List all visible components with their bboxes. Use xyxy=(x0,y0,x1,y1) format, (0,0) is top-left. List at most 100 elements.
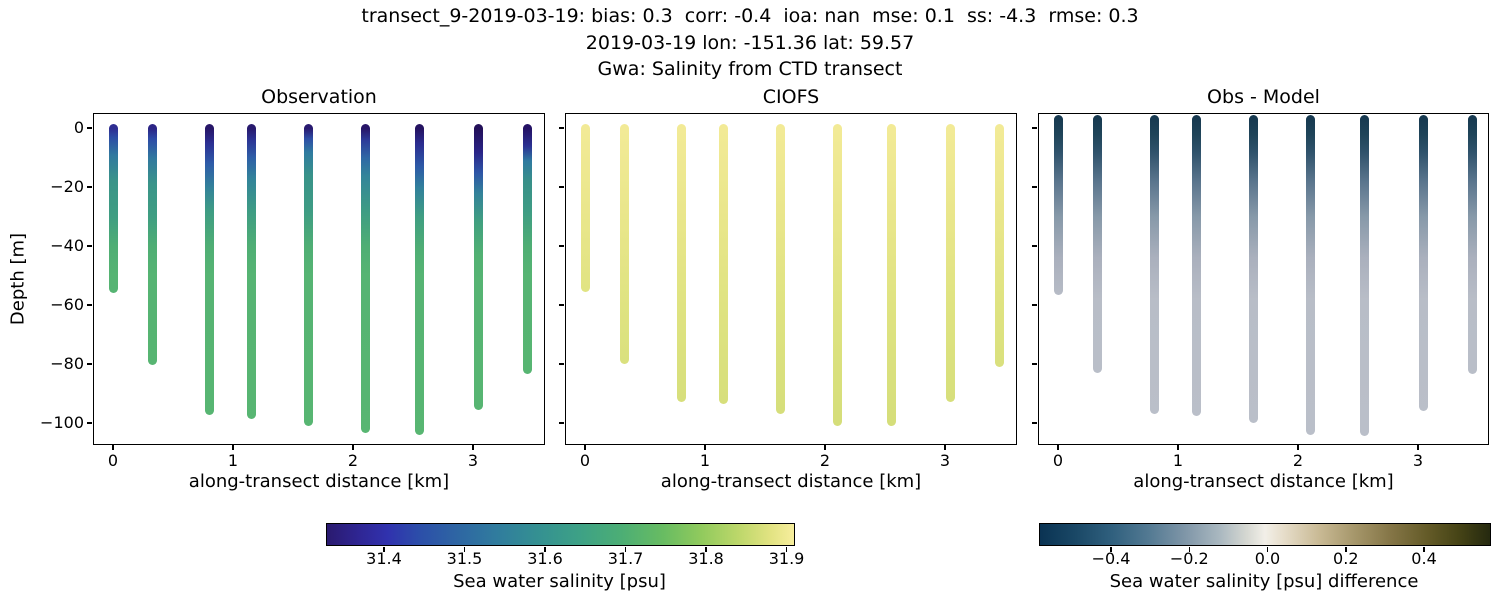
colorbar-tick xyxy=(705,547,707,552)
y-tick-label: −40 xyxy=(50,235,84,255)
colorbar-tick-label: 31.4 xyxy=(366,549,402,568)
colorbar-tick-label: 31.9 xyxy=(768,549,805,568)
colorbar-tick-label: 0.0 xyxy=(1254,549,1281,568)
profile-marker-line xyxy=(1418,114,1428,412)
x-axis-label: along-transect distance [km] xyxy=(188,471,450,492)
x-tick-label: 3 xyxy=(467,451,479,470)
x-tick xyxy=(472,445,474,450)
panel-title: Observation xyxy=(261,86,377,108)
colorbar-tick xyxy=(1110,547,1112,552)
y-tick-label: −60 xyxy=(50,294,84,314)
profile-marker-line xyxy=(148,123,158,365)
profile-marker-line xyxy=(1248,114,1258,423)
x-tick xyxy=(1177,445,1179,450)
y-tick-label: −20 xyxy=(50,177,84,196)
profile-marker-line xyxy=(1360,114,1370,437)
profile-marker-line xyxy=(620,123,630,364)
profile-marker-line xyxy=(303,123,313,426)
profile-marker-line xyxy=(360,123,370,434)
axes-panel-observation xyxy=(93,113,545,445)
profile-marker-line xyxy=(108,123,118,294)
profile-marker-line xyxy=(205,123,215,415)
y-tick xyxy=(558,186,564,188)
colorbar-tick xyxy=(624,547,627,552)
x-tick xyxy=(1297,445,1299,450)
profile-marker-line xyxy=(1305,114,1315,435)
x-tick xyxy=(704,445,706,450)
colorbar-tick xyxy=(463,547,466,552)
panel-title: CIOFS xyxy=(762,86,820,108)
profile-marker-line xyxy=(995,123,1005,367)
x-tick xyxy=(112,445,114,450)
colorbar-tick-label: 31.6 xyxy=(527,549,563,568)
colorbar-difference xyxy=(1039,523,1491,546)
y-tick-label: −80 xyxy=(50,353,84,373)
profile-marker-line xyxy=(523,123,533,375)
profile-marker-line xyxy=(415,123,425,435)
y-tick xyxy=(558,245,564,247)
x-axis-label: along-transect distance [km] xyxy=(660,471,922,492)
colorbar-tick xyxy=(1345,547,1347,552)
colorbar-tick-label: −0.2 xyxy=(1169,549,1209,568)
profile-marker-line xyxy=(887,123,897,426)
x-tick-label: 2 xyxy=(1292,451,1304,470)
axes-panel-obs-model xyxy=(1038,113,1489,445)
x-tick-label: 0 xyxy=(579,451,591,470)
figure-suptitle: transect_9-2019-03-19: bias: 0.3 corr: -… xyxy=(0,3,1500,83)
y-tick xyxy=(558,363,564,365)
x-tick-label: 2 xyxy=(819,451,831,470)
profile-marker-line xyxy=(1150,114,1160,415)
suptitle-stats-line: transect_9-2019-03-19: bias: 0.3 corr: -… xyxy=(361,5,1139,27)
y-tick xyxy=(86,245,92,247)
colorbar-tick-label: −0.4 xyxy=(1091,549,1131,568)
x-tick xyxy=(1417,445,1419,450)
suptitle-variable-line: Gwa: Salinity from CTD transect xyxy=(597,58,903,80)
colorbar-tick xyxy=(1266,547,1269,552)
y-tick xyxy=(1031,127,1037,129)
colorbar-tick-label: 31.5 xyxy=(446,549,483,568)
axes-panel-ciofs xyxy=(565,113,1017,445)
colorbar-tick xyxy=(383,547,385,552)
colorbar-tick-label: 0.2 xyxy=(1333,549,1359,568)
y-tick xyxy=(1031,245,1037,247)
y-tick xyxy=(558,304,564,306)
x-tick-label: 1 xyxy=(699,451,711,470)
colorbar-tick xyxy=(1423,547,1425,552)
colorbar-label: Sea water salinity [psu] xyxy=(453,571,666,592)
y-tick-label: 0 xyxy=(73,118,84,138)
colorbar-label: Sea water salinity [psu] difference xyxy=(1109,571,1419,592)
colorbar-salinity xyxy=(326,523,795,546)
colorbar-tick xyxy=(1188,547,1190,552)
colorbar-tick xyxy=(785,547,788,552)
colorbar-tick-label: 0.4 xyxy=(1411,549,1437,568)
x-tick xyxy=(824,445,826,450)
profile-marker-line xyxy=(1053,114,1063,295)
profile-marker-line xyxy=(719,123,729,404)
profile-marker-line xyxy=(247,123,257,420)
colorbar-tick-label: 31.8 xyxy=(688,549,724,568)
x-tick-label: 1 xyxy=(1172,451,1184,470)
profile-marker-line xyxy=(677,123,687,403)
x-tick-label: 3 xyxy=(939,451,951,470)
x-tick-label: 1 xyxy=(227,451,239,470)
y-tick xyxy=(86,304,92,306)
profile-marker-line xyxy=(1192,114,1202,416)
x-tick xyxy=(1057,445,1059,450)
y-tick xyxy=(1031,422,1037,424)
profile-marker-line xyxy=(832,123,842,426)
y-tick-label: −100 xyxy=(40,412,84,432)
profile-marker-line xyxy=(580,123,590,292)
profile-marker-line xyxy=(775,123,785,415)
profile-marker-line xyxy=(473,123,483,410)
profile-marker-line xyxy=(1468,114,1478,375)
colorbar-tick-label: 31.7 xyxy=(607,549,644,568)
x-tick-label: 0 xyxy=(107,451,119,470)
colorbar-tick xyxy=(544,547,546,552)
y-tick xyxy=(86,422,92,424)
y-tick xyxy=(1031,363,1037,365)
y-tick xyxy=(558,422,564,424)
profile-marker-line xyxy=(1093,114,1103,373)
x-tick xyxy=(352,445,354,450)
y-tick xyxy=(558,127,564,129)
y-tick xyxy=(1031,304,1037,306)
